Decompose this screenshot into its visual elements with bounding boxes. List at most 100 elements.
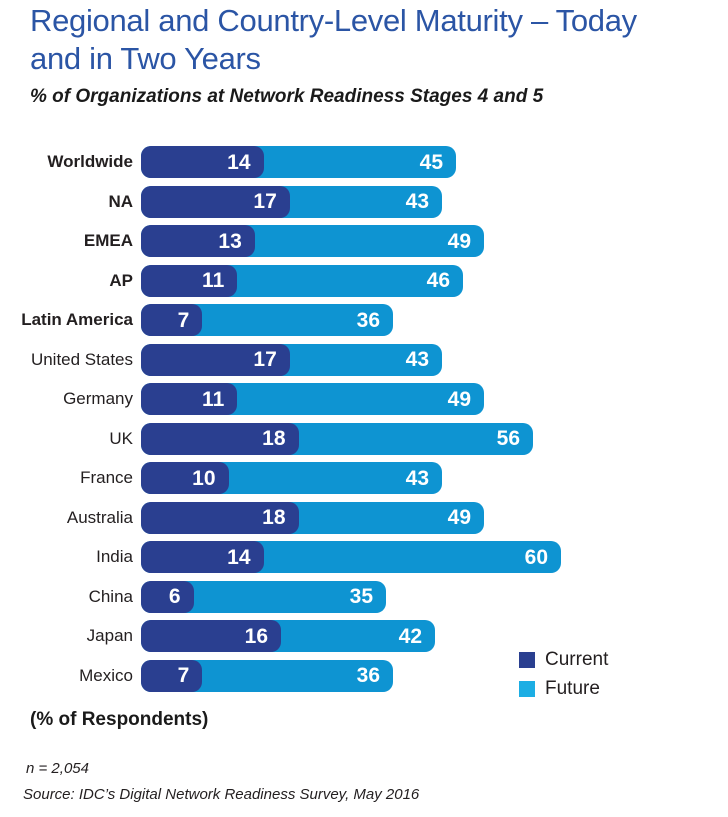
future-value: 43 bbox=[405, 466, 429, 490]
current-bar: 18 bbox=[141, 422, 299, 455]
future-swatch-icon bbox=[519, 680, 535, 697]
category-label: Japan bbox=[86, 626, 133, 645]
chart-row: AP 46 11 bbox=[8, 264, 720, 297]
future-value: 46 bbox=[426, 269, 450, 292]
chart-row: Australia 49 18 bbox=[8, 501, 720, 534]
current-value: 17 bbox=[253, 348, 277, 371]
current-bar: 17 bbox=[141, 343, 290, 376]
future-value: 56 bbox=[496, 427, 520, 450]
chart-subtitle: % of Organizations at Network Readiness … bbox=[30, 86, 544, 107]
bar-track: 35 6 bbox=[141, 580, 720, 613]
category-label: EMEA bbox=[83, 231, 133, 250]
current-bar: 11 bbox=[141, 383, 238, 415]
category-label: United States bbox=[30, 349, 133, 369]
future-value: 49 bbox=[447, 229, 471, 253]
current-value: 6 bbox=[168, 585, 181, 608]
current-bar: 13 bbox=[141, 225, 255, 257]
current-value: 13 bbox=[218, 229, 242, 253]
chart-legend: Current Future bbox=[519, 650, 608, 708]
category-label: UK bbox=[109, 428, 133, 448]
chart-row: Germany 49 11 bbox=[8, 383, 720, 415]
current-bar: 6 bbox=[141, 580, 194, 613]
category-label: India bbox=[96, 547, 133, 566]
chart-row: France 43 10 bbox=[8, 462, 720, 494]
chart-row: Mexico 36 7 bbox=[8, 659, 720, 692]
legend-item-future: Future bbox=[519, 679, 608, 698]
current-bar: 18 bbox=[141, 501, 299, 534]
category-label: Australia bbox=[66, 507, 133, 527]
future-value: 49 bbox=[447, 506, 471, 529]
bar-track: 49 11 bbox=[141, 383, 720, 415]
chart-row: Japan 42 16 bbox=[8, 620, 720, 652]
bar-track: 60 14 bbox=[141, 541, 720, 573]
future-value: 45 bbox=[419, 150, 443, 174]
current-value: 7 bbox=[177, 664, 190, 687]
bar-track: 36 7 bbox=[141, 304, 720, 336]
category-label: Worldwide bbox=[47, 152, 133, 171]
current-value: 14 bbox=[227, 545, 251, 569]
current-value: 7 bbox=[177, 308, 190, 332]
bar-track: 45 14 bbox=[141, 146, 720, 178]
bar-track: 36 7 bbox=[141, 659, 720, 692]
chart-row: UK 56 18 bbox=[8, 422, 720, 455]
category-label: France bbox=[80, 468, 133, 487]
future-value: 43 bbox=[405, 190, 429, 213]
source-note: Source: IDC’s Digital Network Readiness … bbox=[23, 786, 420, 803]
current-value: 16 bbox=[244, 624, 268, 648]
current-value: 11 bbox=[202, 269, 225, 292]
category-label: NA bbox=[108, 191, 133, 211]
bar-track: 49 18 bbox=[141, 501, 720, 534]
current-bar: 17 bbox=[141, 185, 290, 218]
current-bar: 16 bbox=[141, 620, 281, 652]
title-line-1: Regional and Country-Level Maturity – To… bbox=[30, 3, 637, 38]
future-value: 49 bbox=[447, 387, 471, 411]
title-line-2: and in Two Years bbox=[30, 41, 261, 76]
chart-row: Latin America 36 7 bbox=[8, 304, 720, 336]
current-value: 18 bbox=[262, 506, 286, 529]
current-bar: 7 bbox=[141, 304, 203, 336]
current-bar: 10 bbox=[141, 462, 229, 494]
legend-item-current: Current bbox=[519, 650, 608, 669]
bar-track: 46 11 bbox=[141, 264, 720, 297]
axis-note: (% of Respondents) bbox=[30, 709, 209, 730]
bar-track: 56 18 bbox=[141, 422, 720, 455]
chart-row: India 60 14 bbox=[8, 541, 720, 573]
chart-row: Worldwide 45 14 bbox=[8, 146, 720, 178]
bar-track: 42 16 bbox=[141, 620, 720, 652]
bar-track: 43 10 bbox=[141, 462, 720, 494]
current-swatch-icon bbox=[519, 651, 535, 668]
current-value: 17 bbox=[253, 190, 277, 213]
chart-row: China 35 6 bbox=[8, 580, 720, 613]
sample-size-note: n = 2,054 bbox=[26, 760, 89, 777]
current-value: 18 bbox=[262, 427, 286, 450]
future-value: 42 bbox=[398, 624, 422, 648]
chart-row: United States 43 17 bbox=[8, 343, 720, 376]
category-label: Germany bbox=[63, 389, 133, 408]
future-value: 43 bbox=[405, 348, 429, 371]
current-bar: 14 bbox=[141, 541, 264, 573]
future-value: 60 bbox=[524, 545, 548, 569]
legend-label-future: Future bbox=[545, 678, 600, 699]
current-bar: 14 bbox=[141, 146, 264, 178]
chart-rows: Worldwide 45 14 NA 43 17 EMEA 49 13 AP 46 11 Latin A… bbox=[8, 146, 720, 699]
current-bar: 7 bbox=[141, 659, 203, 692]
future-value: 36 bbox=[356, 664, 380, 687]
category-label: Latin America bbox=[21, 310, 133, 329]
bar-track: 49 13 bbox=[141, 225, 720, 257]
future-value: 35 bbox=[349, 585, 373, 608]
category-label: Mexico bbox=[79, 665, 133, 685]
legend-label-current: Current bbox=[545, 649, 609, 670]
future-value: 36 bbox=[356, 308, 380, 332]
category-label: AP bbox=[109, 270, 133, 290]
page-title: Regional and Country-Level Maturity – To… bbox=[30, 2, 720, 78]
current-value: 11 bbox=[202, 387, 225, 411]
category-label: China bbox=[88, 586, 133, 606]
current-value: 14 bbox=[227, 150, 251, 174]
bar-track: 43 17 bbox=[141, 185, 720, 218]
chart-row: NA 43 17 bbox=[8, 185, 720, 218]
current-value: 10 bbox=[192, 466, 216, 490]
current-bar: 11 bbox=[141, 264, 238, 297]
bar-track: 43 17 bbox=[141, 343, 720, 376]
chart-row: EMEA 49 13 bbox=[8, 225, 720, 257]
